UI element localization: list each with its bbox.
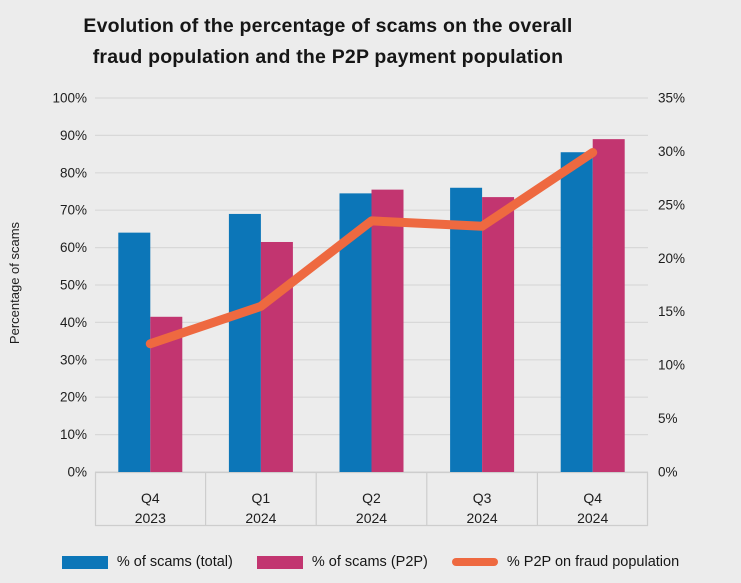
category-label-year-2: 2024 <box>356 510 387 526</box>
category-label-year-1: 2024 <box>245 510 276 526</box>
bar-p2p-Q4-2024 <box>592 139 625 472</box>
legend-label-p2p: % of scams (P2P) <box>311 554 428 570</box>
category-label-quarter-1: Q1 <box>252 490 271 506</box>
y-left-tick-80: 80% <box>60 165 87 180</box>
bar-total-Q3-2024 <box>450 187 483 472</box>
y-left-tick-0: 0% <box>67 465 87 480</box>
y-right-tick-25: 25% <box>658 197 685 212</box>
bar-total-Q1-2024 <box>228 213 261 472</box>
y-right-tick-35: 35% <box>658 91 685 106</box>
y-right-tick-0: 0% <box>658 465 678 480</box>
category-label-quarter-4: Q4 <box>583 490 602 506</box>
chart-title-line1: Evolution of the percentage of scams on … <box>83 15 573 37</box>
y-right-tick-10: 10% <box>658 358 685 373</box>
bar-p2p-Q3-2024 <box>482 197 515 473</box>
y-right-tick-15: 15% <box>658 304 685 319</box>
legend-swatch-trend-line <box>451 558 498 566</box>
legend: % of scams (total) % of scams (P2P) % P2… <box>0 554 741 570</box>
y-left-tick-60: 60% <box>60 240 87 255</box>
legend-swatch-total-bar <box>61 555 108 569</box>
legend-item-scams-p2p: % of scams (P2P) <box>256 554 428 570</box>
bar-total-Q4-2024 <box>560 152 593 473</box>
bar-p2p-Q1-2024 <box>260 241 293 472</box>
category-label-quarter-2: Q2 <box>362 490 381 506</box>
category-label-quarter-3: Q3 <box>473 490 492 506</box>
category-axis-box <box>94 471 649 527</box>
y-right-tick-30: 30% <box>658 144 685 159</box>
legend-label-trend: % P2P on fraud population <box>506 554 680 570</box>
category-label-year-4: 2024 <box>577 510 608 526</box>
y-left-tick-40: 40% <box>60 315 87 330</box>
category-label-quarter-0: Q4 <box>141 490 160 506</box>
y-left-tick-50: 50% <box>60 278 87 293</box>
chart-title-line2: fraud population and the P2P payment pop… <box>92 46 564 68</box>
chart-title: Evolution of the percentage of scams on … <box>0 11 656 73</box>
y-axis-title: Percentage of scams <box>7 221 22 344</box>
y-left-tick-10: 10% <box>60 427 87 442</box>
legend-swatch-p2p-bar <box>256 555 303 569</box>
category-label-year-3: 2024 <box>467 510 498 526</box>
bar-total-Q4-2023 <box>118 232 151 472</box>
legend-item-scams-total: % of scams (total) <box>61 554 233 570</box>
trend-line-p2p-on-fraud <box>145 147 598 349</box>
bar-p2p-Q2-2024 <box>371 189 404 472</box>
y-left-tick-20: 20% <box>60 390 87 405</box>
category-label-year-0: 2023 <box>135 510 166 526</box>
y-left-tick-100: 100% <box>52 91 87 106</box>
y-left-tick-90: 90% <box>60 128 87 143</box>
legend-item-p2p-fraud-line: % P2P on fraud population <box>451 554 680 570</box>
y-left-tick-30: 30% <box>60 352 87 367</box>
legend-label-total: % of scams (total) <box>116 554 233 570</box>
y-right-tick-20: 20% <box>658 251 685 266</box>
y-left-tick-70: 70% <box>60 203 87 218</box>
y-right-tick-5: 5% <box>658 411 678 426</box>
